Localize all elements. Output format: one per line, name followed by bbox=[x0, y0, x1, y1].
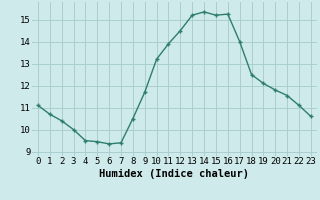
X-axis label: Humidex (Indice chaleur): Humidex (Indice chaleur) bbox=[100, 169, 249, 179]
